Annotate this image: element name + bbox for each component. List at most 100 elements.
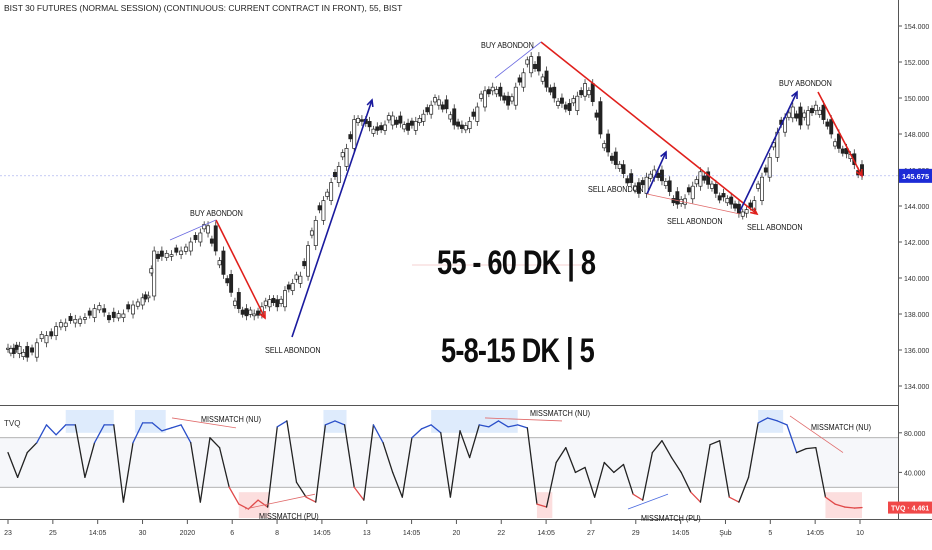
tvq-line-segment: [93, 424, 105, 444]
price-candle: [436, 99, 441, 106]
mismatch-label-3: MISSMATCH (NU): [530, 408, 591, 418]
price-candle: [202, 224, 207, 230]
tvq-line-segment: [324, 420, 336, 426]
price-candle: [356, 117, 361, 124]
price-candle: [540, 76, 545, 82]
price-candle: [502, 95, 507, 101]
mismatch-line: [484, 417, 563, 422]
tvq-line-segment: [353, 486, 365, 501]
tvq-line-segment: [286, 420, 298, 483]
annotation-sell-abondon-3: SELL ABONDON: [667, 216, 723, 226]
price-candle: [748, 202, 753, 208]
mismatch-line: [789, 415, 844, 453]
price-tick-label: 140.000: [904, 276, 929, 283]
price-candle: [640, 180, 645, 186]
price-candle: [409, 120, 414, 126]
tvq-line-segment: [738, 476, 750, 503]
price-candle: [283, 290, 287, 308]
price-candle: [575, 95, 580, 111]
tvq-line-segment: [661, 440, 673, 459]
price-candle: [111, 311, 116, 318]
price-candle: [825, 121, 830, 127]
price-candle: [152, 250, 157, 297]
price-candle: [116, 313, 121, 319]
price-candle: [706, 171, 711, 185]
time-tick-label: 6: [230, 530, 234, 537]
price-candle: [494, 89, 499, 95]
price-candle: [375, 126, 380, 131]
price-candle: [30, 347, 34, 353]
tvq-line-segment: [536, 503, 548, 508]
tvq-line-segment: [565, 446, 577, 474]
price-candle: [486, 89, 491, 95]
tvq-line-segment: [517, 424, 528, 429]
price-candle: [394, 119, 399, 125]
abandon-line: [494, 41, 542, 79]
price-candle: [317, 205, 322, 211]
price-candle: [398, 115, 403, 124]
price-candle: [263, 300, 268, 306]
price-candle: [617, 163, 622, 169]
time-tick-label: 8: [275, 530, 279, 537]
price-candle: [217, 260, 222, 266]
price-candle: [621, 164, 626, 174]
price-candle: [352, 119, 357, 149]
price-candle: [648, 173, 653, 179]
price-candle: [271, 297, 276, 304]
time-tick-label: 2020: [180, 530, 196, 537]
tvq-line-segment: [555, 446, 567, 464]
price-candle: [686, 187, 691, 193]
price-candle: [406, 122, 411, 131]
price-candle: [135, 301, 140, 307]
tvq-zone-high: [758, 410, 784, 433]
mismatch-line: [244, 493, 316, 510]
trend-arrow-up-1-head: [366, 98, 374, 108]
price-candle: [625, 178, 630, 184]
tvq-value-label: TVQ · 4.461: [891, 506, 929, 513]
price-candle: [471, 111, 476, 117]
tvq-line-segment: [420, 424, 432, 430]
tvq-line-segment: [786, 424, 798, 454]
price-candle: [140, 297, 145, 306]
price-candle: [452, 108, 457, 126]
price-candle: [149, 268, 154, 274]
price-candle: [667, 180, 672, 192]
price-candle: [233, 300, 237, 306]
price-candle: [509, 96, 514, 102]
mismatch-label-4: MISSMATCH (PU): [641, 513, 701, 523]
time-tick-label: 14:05: [89, 530, 107, 537]
last-price-tag: [899, 168, 932, 183]
price-tick-label: 142.000: [904, 240, 929, 247]
time-tick-label: 25: [49, 530, 57, 537]
price-candle: [598, 101, 603, 135]
tvq-line-segment: [84, 442, 96, 479]
price-candle: [225, 278, 230, 284]
price-tick-label: 148.000: [904, 132, 929, 139]
tvq-line-segment: [593, 461, 605, 498]
tvq-line-segment: [449, 430, 461, 498]
price-candle: [174, 247, 179, 253]
price-candle: [790, 106, 795, 119]
price-candle: [73, 319, 78, 324]
price-candle: [97, 305, 102, 311]
price-candle: [821, 104, 826, 120]
big-text-timeframes-1: 55 - 60 DK | 8: [437, 244, 596, 282]
price-candle: [126, 304, 131, 310]
time-tick-label: 5: [768, 530, 772, 537]
tvq-line-segment: [776, 420, 788, 426]
price-candle: [613, 151, 618, 165]
price-candle: [563, 104, 568, 110]
tvq-line-segment: [632, 493, 644, 501]
price-candle: [433, 97, 437, 103]
price-candle: [256, 310, 260, 316]
tvq-line-segment: [690, 491, 702, 503]
time-tick-label: Şub: [719, 530, 732, 537]
trend-arrow-down-3: [817, 91, 863, 177]
price-candle: [567, 103, 572, 111]
price-candle: [63, 322, 68, 327]
price-candle: [21, 351, 26, 358]
price-candle: [14, 344, 19, 350]
price-candle: [340, 152, 345, 158]
tvq-line-segment: [276, 420, 288, 428]
